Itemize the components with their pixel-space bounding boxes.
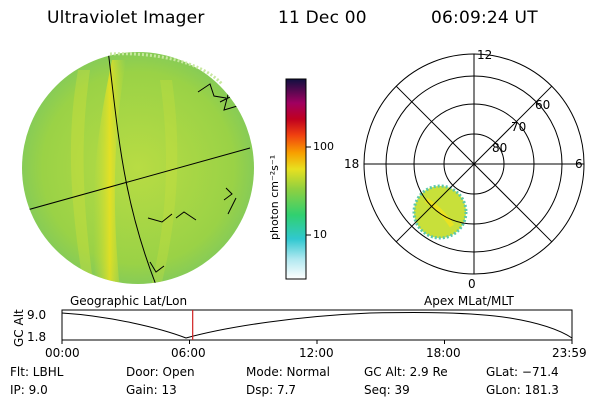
- mlt-label-6: 6: [575, 157, 583, 171]
- mlt-label-12: 12: [477, 48, 493, 62]
- time-tick-1800: 18:00: [426, 346, 461, 360]
- polar-mlat-mlt-plot: [363, 53, 585, 275]
- earth-image: [22, 52, 254, 284]
- gain-status: Gain: 13: [126, 383, 177, 397]
- mlat-label-70: 70: [511, 120, 527, 134]
- colorbar-unit-label: photon cm⁻²s⁻¹: [268, 154, 281, 240]
- ip-status: IP: 9.0: [10, 383, 48, 397]
- geographic-label: Geographic Lat/Lon: [70, 294, 188, 308]
- mlt-label-18: 18: [344, 157, 360, 171]
- altitude-plot: [61, 309, 573, 344]
- app-title: Ultraviolet Imager: [47, 8, 205, 28]
- filter-status: Flt: LBHL: [10, 365, 64, 379]
- altitude-tick-high: 9.0: [27, 308, 47, 322]
- sequence-status: Seq: 39: [364, 383, 410, 397]
- colorbar-tick-100: 100: [313, 140, 334, 153]
- glon-status: GLon: 181.3: [486, 383, 559, 397]
- apex-label: Apex MLat/MLT: [424, 294, 514, 308]
- time-tick-2359: 23:59: [552, 346, 587, 360]
- altitude-axis-label: GC Alt: [12, 309, 26, 347]
- mode-status: Mode: Normal: [246, 365, 330, 379]
- mlat-label-60: 60: [535, 98, 551, 112]
- dsp-status: Dsp: 7.7: [246, 383, 297, 397]
- mlt-label-0: 0: [468, 277, 476, 291]
- door-status: Door: Open: [126, 365, 195, 379]
- altitude-tick-low: 1.8: [27, 330, 47, 344]
- time-tick-0000: 00:00: [45, 346, 80, 360]
- colorbar-tick-10: 10: [313, 228, 327, 241]
- mlat-label-80: 80: [492, 141, 508, 155]
- date-label: 11 Dec 00: [278, 8, 367, 28]
- intensity-colorbar: [285, 78, 311, 280]
- time-tick-1200: 12:00: [299, 346, 334, 360]
- gc-alt-status: GC Alt: 2.9 Re: [364, 365, 448, 379]
- time-label: 06:09:24 UT: [431, 8, 538, 28]
- glat-status: GLat: −71.4: [486, 365, 559, 379]
- time-tick-0600: 06:00: [171, 346, 206, 360]
